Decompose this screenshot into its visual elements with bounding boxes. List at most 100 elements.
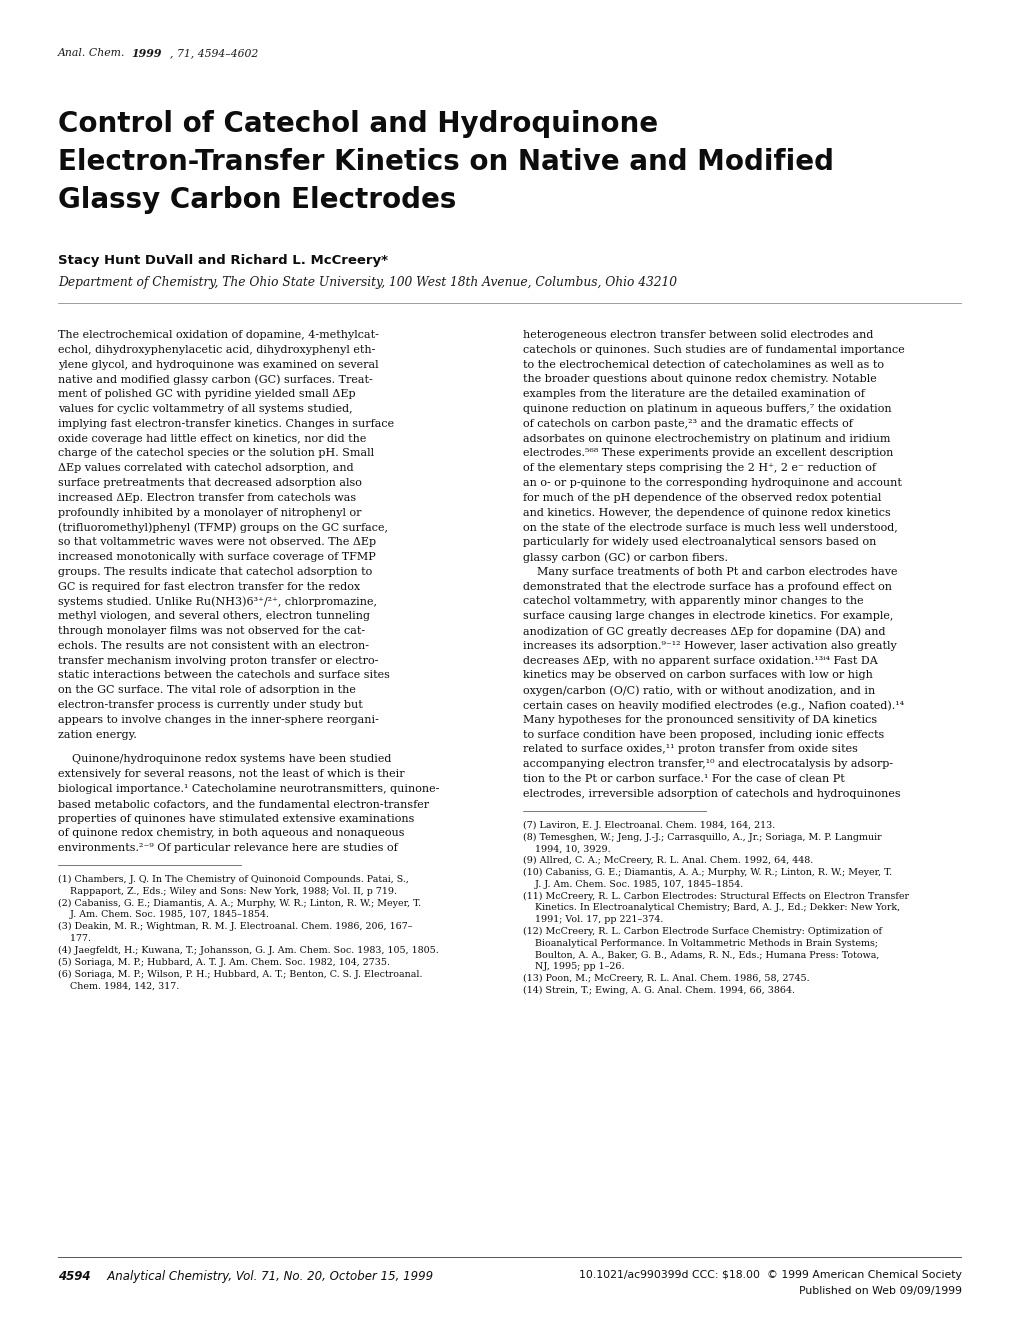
Text: on the GC surface. The vital role of adsorption in the: on the GC surface. The vital role of ads…: [58, 685, 356, 696]
Text: anodization of GC greatly decreases ΔEp for dopamine (DA) and: anodization of GC greatly decreases ΔEp …: [523, 626, 884, 636]
Text: certain cases on heavily modified electrodes (e.g., Nafion coated).¹⁴: certain cases on heavily modified electr…: [523, 700, 903, 710]
Text: electrodes.⁵⁶⁸ These experiments provide an excellent description: electrodes.⁵⁶⁸ These experiments provide…: [523, 449, 893, 458]
Text: 1994, 10, 3929.: 1994, 10, 3929.: [523, 845, 610, 853]
Text: heterogeneous electron transfer between solid electrodes and: heterogeneous electron transfer between …: [523, 330, 872, 341]
Text: values for cyclic voltammetry of all systems studied,: values for cyclic voltammetry of all sys…: [58, 404, 353, 414]
Text: charge of the catechol species or the solution pH. Small: charge of the catechol species or the so…: [58, 449, 374, 458]
Text: decreases ΔEp, with no apparent surface oxidation.¹³ⁱ⁴ Fast DA: decreases ΔEp, with no apparent surface …: [523, 656, 877, 665]
Text: increased monotonically with surface coverage of TFMP: increased monotonically with surface cov…: [58, 552, 375, 562]
Text: transfer mechanism involving proton transfer or electro-: transfer mechanism involving proton tran…: [58, 656, 378, 665]
Text: static interactions between the catechols and surface sites: static interactions between the catechol…: [58, 671, 389, 680]
Text: Quinone/hydroquinone redox systems have been studied: Quinone/hydroquinone redox systems have …: [58, 755, 391, 764]
Text: echol, dihydroxyphenylacetic acid, dihydroxyphenyl eth-: echol, dihydroxyphenylacetic acid, dihyd…: [58, 345, 375, 355]
Text: surface pretreatments that decreased adsorption also: surface pretreatments that decreased ads…: [58, 478, 362, 488]
Text: Department of Chemistry, The Ohio State University, 100 West 18th Avenue, Columb: Department of Chemistry, The Ohio State …: [58, 276, 677, 289]
Text: Analytical Chemistry, Vol. 71, No. 20, October 15, 1999: Analytical Chemistry, Vol. 71, No. 20, O…: [96, 1270, 433, 1283]
Text: on the state of the electrode surface is much less well understood,: on the state of the electrode surface is…: [523, 523, 897, 532]
Text: Stacy Hunt DuVall and Richard L. McCreery*: Stacy Hunt DuVall and Richard L. McCreer…: [58, 253, 387, 267]
Text: Many surface treatments of both Pt and carbon electrodes have: Many surface treatments of both Pt and c…: [523, 566, 897, 577]
Text: electron-transfer process is currently under study but: electron-transfer process is currently u…: [58, 700, 363, 710]
Text: ment of polished GC with pyridine yielded small ΔEp: ment of polished GC with pyridine yielde…: [58, 389, 356, 399]
Text: of the elementary steps comprising the 2 H⁺, 2 e⁻ reduction of: of the elementary steps comprising the 2…: [523, 463, 875, 473]
Text: to surface condition have been proposed, including ionic effects: to surface condition have been proposed,…: [523, 730, 883, 739]
Text: surface causing large changes in electrode kinetics. For example,: surface causing large changes in electro…: [523, 611, 893, 622]
Text: 1991; Vol. 17, pp 221–374.: 1991; Vol. 17, pp 221–374.: [523, 915, 662, 924]
Text: demonstrated that the electrode surface has a profound effect on: demonstrated that the electrode surface …: [523, 582, 892, 591]
Text: 10.1021/ac990399d CCC: $18.00  © 1999 American Chemical Society: 10.1021/ac990399d CCC: $18.00 © 1999 Ame…: [579, 1270, 961, 1280]
Text: related to surface oxides,¹¹ proton transfer from oxide sites: related to surface oxides,¹¹ proton tran…: [523, 744, 857, 755]
Text: (2) Cabaniss, G. E.; Diamantis, A. A.; Murphy, W. R.; Linton, R. W.; Meyer, T.: (2) Cabaniss, G. E.; Diamantis, A. A.; M…: [58, 899, 421, 908]
Text: oxygen/carbon (O/C) ratio, with or without anodization, and in: oxygen/carbon (O/C) ratio, with or witho…: [523, 685, 874, 696]
Text: (8) Temesghen, W.; Jeng, J.-J.; Carrasquillo, A., Jr.; Soriaga, M. P. Langmuir: (8) Temesghen, W.; Jeng, J.-J.; Carrasqu…: [523, 833, 880, 842]
Text: (12) McCreery, R. L. Carbon Electrode Surface Chemistry: Optimization of: (12) McCreery, R. L. Carbon Electrode Su…: [523, 927, 881, 936]
Text: of catechols on carbon paste,²³ and the dramatic effects of: of catechols on carbon paste,²³ and the …: [523, 418, 852, 429]
Text: 1999: 1999: [130, 48, 161, 59]
Text: The electrochemical oxidation of dopamine, 4-methylcat-: The electrochemical oxidation of dopamin…: [58, 330, 378, 341]
Text: accompanying electron transfer,¹⁰ and electrocatalysis by adsorp-: accompanying electron transfer,¹⁰ and el…: [523, 759, 893, 770]
Text: J. J. Am. Chem. Soc. 1985, 107, 1845–1854.: J. J. Am. Chem. Soc. 1985, 107, 1845–185…: [523, 879, 743, 888]
Text: (14) Strein, T.; Ewing, A. G. Anal. Chem. 1994, 66, 3864.: (14) Strein, T.; Ewing, A. G. Anal. Chem…: [523, 986, 794, 995]
Text: Electron-Transfer Kinetics on Native and Modified: Electron-Transfer Kinetics on Native and…: [58, 148, 834, 176]
Text: and kinetics. However, the dependence of quinone redox kinetics: and kinetics. However, the dependence of…: [523, 508, 890, 517]
Text: native and modified glassy carbon (GC) surfaces. Treat-: native and modified glassy carbon (GC) s…: [58, 375, 372, 385]
Text: particularly for widely used electroanalytical sensors based on: particularly for widely used electroanal…: [523, 537, 875, 548]
Text: NJ, 1995; pp 1–26.: NJ, 1995; pp 1–26.: [523, 962, 624, 972]
Text: extensively for several reasons, not the least of which is their: extensively for several reasons, not the…: [58, 770, 405, 779]
Text: the broader questions about quinone redox chemistry. Notable: the broader questions about quinone redo…: [523, 375, 876, 384]
Text: Boulton, A. A., Baker, G. B., Adams, R. N., Eds.; Humana Press: Totowa,: Boulton, A. A., Baker, G. B., Adams, R. …: [523, 950, 878, 960]
Text: 177.: 177.: [58, 935, 91, 942]
Text: glassy carbon (GC) or carbon fibers.: glassy carbon (GC) or carbon fibers.: [523, 552, 728, 562]
Text: (9) Allred, C. A.; McCreery, R. L. Anal. Chem. 1992, 64, 448.: (9) Allred, C. A.; McCreery, R. L. Anal.…: [523, 855, 812, 865]
Text: to the electrochemical detection of catecholamines as well as to: to the electrochemical detection of cate…: [523, 359, 883, 370]
Text: implying fast electron-transfer kinetics. Changes in surface: implying fast electron-transfer kinetics…: [58, 418, 393, 429]
Text: of quinone redox chemistry, in both aqueous and nonaqueous: of quinone redox chemistry, in both aque…: [58, 829, 405, 838]
Text: tion to the Pt or carbon surface.¹ For the case of clean Pt: tion to the Pt or carbon surface.¹ For t…: [523, 774, 844, 784]
Text: adsorbates on quinone electrochemistry on platinum and iridium: adsorbates on quinone electrochemistry o…: [523, 433, 890, 444]
Text: based metabolic cofactors, and the fundamental electron-transfer: based metabolic cofactors, and the funda…: [58, 799, 429, 809]
Text: Bioanalytical Performance. In Voltammetric Methods in Brain Systems;: Bioanalytical Performance. In Voltammetr…: [523, 939, 877, 948]
Text: environments.²⁻⁹ Of particular relevance here are studies of: environments.²⁻⁹ Of particular relevance…: [58, 843, 397, 853]
Text: (1) Chambers, J. Q. In The Chemistry of Quinonoid Compounds. Patai, S.,: (1) Chambers, J. Q. In The Chemistry of …: [58, 875, 409, 884]
Text: an o- or p-quinone to the corresponding hydroquinone and account: an o- or p-quinone to the corresponding …: [523, 478, 901, 488]
Text: 4594: 4594: [58, 1270, 91, 1283]
Text: quinone reduction on platinum in aqueous buffers,⁷ the oxidation: quinone reduction on platinum in aqueous…: [523, 404, 891, 414]
Text: catechol voltammetry, with apparently minor changes to the: catechol voltammetry, with apparently mi…: [523, 597, 863, 606]
Text: (3) Deakin, M. R.; Wightman, R. M. J. Electroanal. Chem. 1986, 206, 167–: (3) Deakin, M. R.; Wightman, R. M. J. El…: [58, 923, 412, 932]
Text: increased ΔEp. Electron transfer from catechols was: increased ΔEp. Electron transfer from ca…: [58, 492, 356, 503]
Text: methyl viologen, and several others, electron tunneling: methyl viologen, and several others, ele…: [58, 611, 370, 622]
Text: through monolayer films was not observed for the cat-: through monolayer films was not observed…: [58, 626, 365, 636]
Text: Rappaport, Z., Eds.; Wiley and Sons: New York, 1988; Vol. II, p 719.: Rappaport, Z., Eds.; Wiley and Sons: New…: [58, 887, 396, 896]
Text: J. Am. Chem. Soc. 1985, 107, 1845–1854.: J. Am. Chem. Soc. 1985, 107, 1845–1854.: [58, 911, 269, 920]
Text: profoundly inhibited by a monolayer of nitrophenyl or: profoundly inhibited by a monolayer of n…: [58, 508, 361, 517]
Text: (7) Laviron, E. J. Electroanal. Chem. 1984, 164, 213.: (7) Laviron, E. J. Electroanal. Chem. 19…: [523, 821, 774, 830]
Text: so that voltammetric waves were not observed. The ΔEp: so that voltammetric waves were not obse…: [58, 537, 376, 548]
Text: Many hypotheses for the pronounced sensitivity of DA kinetics: Many hypotheses for the pronounced sensi…: [523, 715, 876, 725]
Text: for much of the pH dependence of the observed redox potential: for much of the pH dependence of the obs…: [523, 492, 880, 503]
Text: kinetics may be observed on carbon surfaces with low or high: kinetics may be observed on carbon surfa…: [523, 671, 872, 680]
Text: Published on Web 09/09/1999: Published on Web 09/09/1999: [798, 1286, 961, 1296]
Text: Chem. 1984, 142, 317.: Chem. 1984, 142, 317.: [58, 981, 179, 990]
Text: GC is required for fast electron transfer for the redox: GC is required for fast electron transfe…: [58, 582, 360, 591]
Text: Control of Catechol and Hydroquinone: Control of Catechol and Hydroquinone: [58, 110, 657, 139]
Text: catechols or quinones. Such studies are of fundamental importance: catechols or quinones. Such studies are …: [523, 345, 904, 355]
Text: biological importance.¹ Catecholamine neurotransmitters, quinone-: biological importance.¹ Catecholamine ne…: [58, 784, 439, 795]
Text: echols. The results are not consistent with an electron-: echols. The results are not consistent w…: [58, 640, 369, 651]
Text: Kinetics. In Electroanalytical Chemistry; Bard, A. J., Ed.; Dekker: New York,: Kinetics. In Electroanalytical Chemistry…: [523, 903, 899, 912]
Text: ΔEp values correlated with catechol adsorption, and: ΔEp values correlated with catechol adso…: [58, 463, 354, 473]
Text: (4) Jaegfeldt, H.; Kuwana, T.; Johansson, G. J. Am. Chem. Soc. 1983, 105, 1805.: (4) Jaegfeldt, H.; Kuwana, T.; Johansson…: [58, 946, 438, 954]
Text: , 71, 4594–4602: , 71, 4594–4602: [170, 48, 258, 58]
Text: oxide coverage had little effect on kinetics, nor did the: oxide coverage had little effect on kine…: [58, 433, 366, 444]
Text: (10) Cabaniss, G. E.; Diamantis, A. A.; Murphy, W. R.; Linton, R. W.; Meyer, T.: (10) Cabaniss, G. E.; Diamantis, A. A.; …: [523, 867, 892, 876]
Text: (6) Soriaga, M. P.; Wilson, P. H.; Hubbard, A. T.; Benton, C. S. J. Electroanal.: (6) Soriaga, M. P.; Wilson, P. H.; Hubba…: [58, 969, 422, 978]
Text: (11) McCreery, R. L. Carbon Electrodes: Structural Effects on Electron Transfer: (11) McCreery, R. L. Carbon Electrodes: …: [523, 891, 908, 900]
Text: examples from the literature are the detailed examination of: examples from the literature are the det…: [523, 389, 864, 399]
Text: Glassy Carbon Electrodes: Glassy Carbon Electrodes: [58, 186, 455, 214]
Text: zation energy.: zation energy.: [58, 730, 137, 739]
Text: electrodes, irreversible adsorption of catechols and hydroquinones: electrodes, irreversible adsorption of c…: [523, 789, 900, 799]
Text: properties of quinones have stimulated extensive examinations: properties of quinones have stimulated e…: [58, 813, 414, 824]
Text: (13) Poon, M.; McCreery, R. L. Anal. Chem. 1986, 58, 2745.: (13) Poon, M.; McCreery, R. L. Anal. Che…: [523, 974, 809, 983]
Text: ylene glycol, and hydroquinone was examined on several: ylene glycol, and hydroquinone was exami…: [58, 359, 378, 370]
Text: groups. The results indicate that catechol adsorption to: groups. The results indicate that catech…: [58, 566, 372, 577]
Text: (5) Soriaga, M. P.; Hubbard, A. T. J. Am. Chem. Soc. 1982, 104, 2735.: (5) Soriaga, M. P.; Hubbard, A. T. J. Am…: [58, 957, 389, 966]
Text: increases its adsorption.⁹⁻¹² However, laser activation also greatly: increases its adsorption.⁹⁻¹² However, l…: [523, 640, 896, 651]
